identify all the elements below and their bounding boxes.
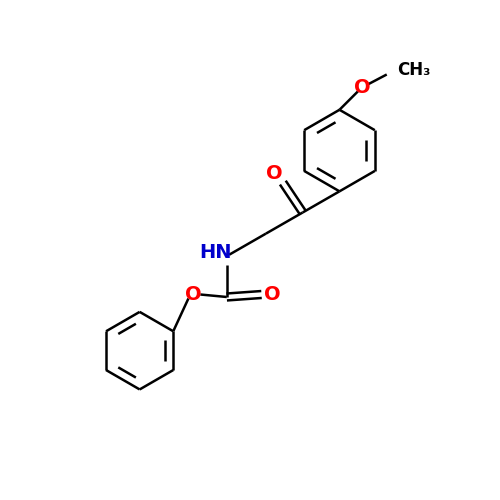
Text: O: O [266, 164, 282, 183]
Text: O: O [264, 285, 281, 304]
Text: O: O [354, 78, 370, 97]
Text: O: O [185, 285, 202, 304]
Text: HN: HN [199, 242, 232, 262]
Text: CH₃: CH₃ [396, 60, 430, 78]
